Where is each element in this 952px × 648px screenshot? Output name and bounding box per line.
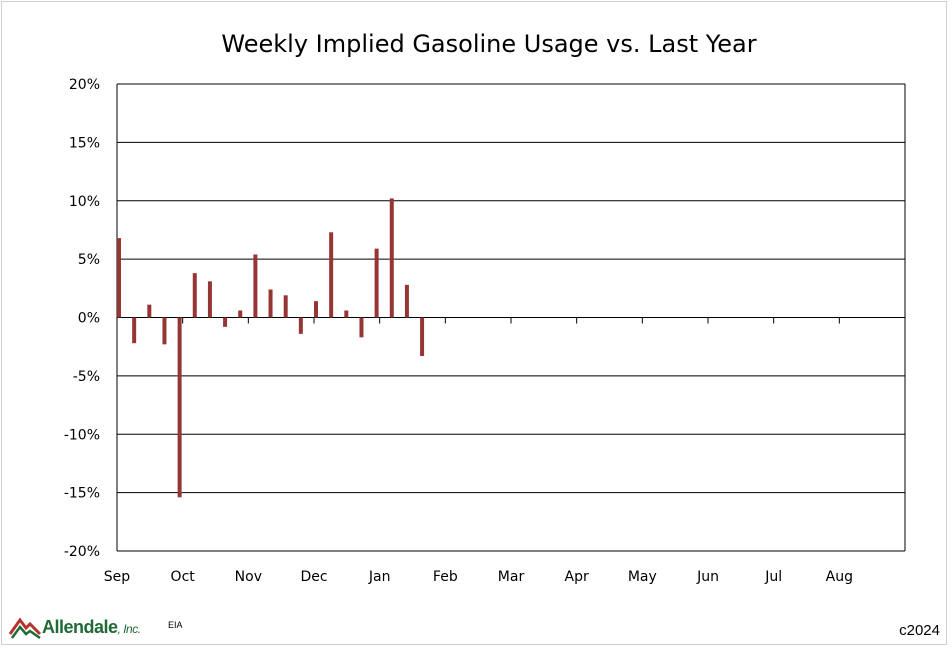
bar: [359, 317, 364, 338]
y-tick-label: 20%: [69, 77, 100, 93]
bar: [268, 289, 273, 318]
bar: [177, 317, 182, 498]
bar: [117, 238, 121, 318]
x-tick-label: Feb: [433, 569, 458, 585]
x-tick-label: Apr: [565, 569, 589, 585]
x-axis: Sep Oct Nov Dec Jan Feb Mar Apr May Jun Jul Aug: [104, 84, 906, 585]
copyright-label: c2024: [899, 622, 940, 639]
y-tick-label: 5%: [78, 252, 100, 268]
source-label: EIA: [168, 620, 183, 630]
bar: [238, 310, 243, 318]
x-tick-label: Jan: [368, 569, 391, 585]
bar: [207, 281, 212, 318]
bar: [132, 317, 137, 344]
bar: [404, 284, 409, 318]
x-tick-label: Aug: [826, 569, 853, 585]
bar: [344, 310, 349, 318]
bar: [314, 301, 318, 318]
bar: [283, 295, 288, 318]
bar: [389, 198, 394, 318]
bar: [192, 273, 197, 318]
bar: [420, 317, 425, 357]
bar: [253, 254, 258, 318]
bar: [147, 304, 152, 318]
bar: [329, 232, 334, 318]
bar: [162, 317, 167, 345]
allendale-logo: Allendale, Inc.: [8, 614, 158, 642]
x-tick-label: Nov: [235, 569, 262, 585]
y-tick-label: -20%: [64, 544, 100, 560]
y-tick-label: 15%: [69, 135, 100, 151]
x-tick-label: Dec: [300, 569, 327, 585]
logo-wordmark: Allendale, Inc.: [42, 617, 141, 637]
y-tick-label: -10%: [64, 427, 100, 443]
x-tick-label: Sep: [104, 569, 131, 585]
x-tick-label: Jul: [764, 569, 782, 585]
y-tick-label: -5%: [73, 369, 100, 385]
logo-mark-icon: [8, 617, 42, 640]
x-tick-label: Jun: [696, 569, 719, 585]
bar: [298, 317, 303, 334]
x-tick-label: Mar: [498, 569, 525, 585]
y-axis-ticks: 20% 15% 10% 5% 0% -5% -10% -15% -20%: [64, 77, 100, 560]
y-tick-label: 0%: [78, 311, 100, 327]
x-tick-label: Oct: [171, 569, 196, 585]
bar: [223, 317, 228, 327]
y-tick-label: 10%: [69, 194, 100, 210]
bars: [117, 198, 425, 498]
chart-title: Weekly Implied Gasoline Usage vs. Last Y…: [221, 30, 756, 58]
x-tick-label: May: [628, 569, 657, 585]
y-tick-label: -15%: [64, 486, 100, 502]
bar: [374, 248, 379, 318]
